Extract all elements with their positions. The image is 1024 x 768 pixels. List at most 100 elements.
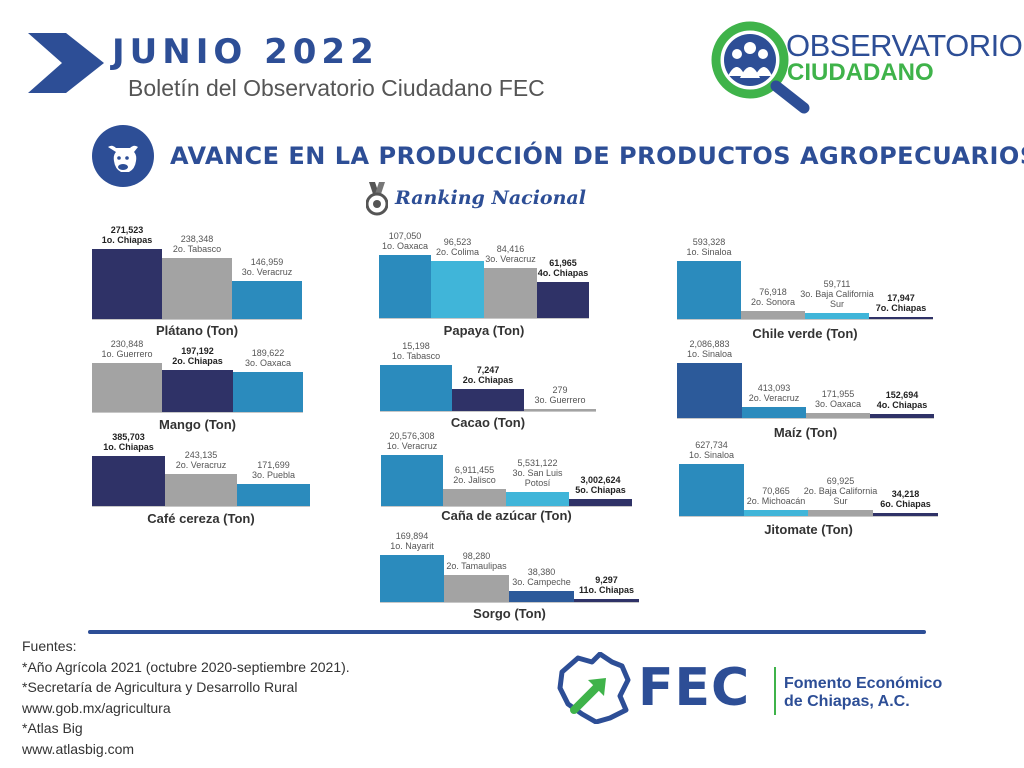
bar — [537, 282, 589, 318]
bar — [569, 499, 632, 506]
category-label: 4o. Chiapas — [537, 268, 589, 278]
category-label: 2o. Baja California Sur — [803, 486, 878, 506]
bar — [741, 311, 805, 319]
data-label: 243,135 — [184, 450, 218, 460]
chart-title: Maíz (Ton) — [773, 425, 838, 440]
bar — [574, 599, 639, 602]
chart-baseline — [92, 319, 302, 320]
bar — [92, 363, 162, 412]
data-label: 20,576,308 — [389, 431, 435, 441]
data-label: 197,192 — [181, 346, 214, 356]
fec-divider — [774, 667, 776, 715]
data-label: 146,959 — [250, 257, 284, 267]
sources-line: *Secretaría de Agricultura y Desarrollo … — [22, 679, 298, 695]
data-label: 70,865 — [762, 486, 790, 496]
chart-baseline — [92, 412, 303, 413]
ranking-subtitle: Ranking Nacional — [395, 187, 586, 209]
fec-name-line2: de Chiapas, A.C. — [784, 693, 910, 710]
bar — [484, 268, 537, 318]
bar — [870, 414, 934, 418]
data-label: 69,925 — [826, 476, 855, 486]
bar — [233, 372, 303, 412]
data-label: 17,947 — [887, 293, 915, 303]
data-label: 59,711 — [823, 279, 851, 289]
category-label: 11o. Chiapas — [578, 585, 635, 595]
bar — [679, 464, 744, 516]
chart-title: Plátano (Ton) — [155, 323, 239, 338]
data-label: 171,955 — [821, 389, 855, 399]
bar — [524, 409, 596, 411]
category-label: 3o. Guerrero — [534, 395, 586, 405]
data-label: 169,894 — [395, 531, 429, 541]
bar — [873, 513, 938, 516]
category-label: 1o. Veracruz — [386, 441, 438, 451]
category-label: 1o. Chiapas — [103, 442, 154, 452]
data-label: 385,703 — [112, 432, 145, 442]
chart-title: Chile verde (Ton) — [752, 326, 858, 341]
data-label: 38,380 — [527, 567, 556, 577]
bar — [443, 489, 506, 506]
category-label: 2o. Tabasco — [172, 244, 222, 254]
chart-title: Mango (Ton) — [158, 417, 237, 432]
chart-baseline — [380, 602, 639, 603]
category-label: 2o. Jalisco — [453, 475, 496, 485]
bar — [162, 370, 233, 412]
chart-title: Cacao (Ton) — [450, 415, 526, 430]
category-label: 6o. Chiapas — [880, 499, 931, 509]
data-label: 171,699 — [257, 460, 290, 470]
category-label: 3o. Oaxaca — [244, 358, 292, 368]
observatory-logo-line2: CIUDADANO — [787, 59, 934, 86]
category-label: 2o. Tamaulipas — [446, 561, 507, 571]
chart-title: Sorgo (Ton) — [473, 606, 546, 621]
chart-baseline — [679, 516, 938, 517]
bar — [808, 510, 873, 516]
data-label: 84,416 — [496, 244, 525, 254]
chart-baseline — [677, 418, 934, 419]
data-label: 3,002,624 — [580, 475, 621, 485]
data-label: 230,848 — [110, 339, 144, 349]
data-label: 34,218 — [891, 489, 920, 499]
data-label: 61,965 — [549, 258, 577, 268]
data-label: 189,622 — [251, 348, 285, 358]
category-label: 1o. Nayarit — [390, 541, 434, 551]
arrow-icon — [28, 33, 104, 93]
chart-title: Jitomate (Ton) — [764, 522, 853, 537]
category-label: 3o. Puebla — [251, 470, 296, 480]
category-label: 3o. San Luis Potosí — [512, 468, 563, 488]
bar — [805, 313, 869, 319]
bar — [677, 261, 741, 319]
bar — [232, 281, 302, 319]
bar — [380, 365, 452, 411]
category-label: 3o. Campeche — [512, 577, 571, 587]
bar — [452, 389, 524, 411]
sources-line: www.gob.mx/agricultura — [22, 699, 171, 716]
category-label: 1o. Sinaloa — [686, 349, 733, 359]
category-label: 2o. Veracruz — [748, 393, 800, 403]
chart-title: Caña de azúcar (Ton) — [441, 508, 572, 523]
bar — [506, 492, 569, 506]
data-label: 413,093 — [757, 383, 791, 393]
bar — [806, 413, 870, 418]
category-label: 2o. Sonora — [750, 297, 796, 307]
category-label: 2o. Chiapas — [462, 375, 514, 385]
bar — [92, 456, 165, 506]
bar — [444, 575, 509, 602]
fec-acronym: FEC — [638, 658, 751, 718]
data-label: 7,247 — [476, 365, 500, 375]
bar — [165, 474, 237, 506]
bar — [742, 407, 806, 418]
cow-icon — [92, 125, 154, 187]
chart-baseline — [380, 411, 596, 412]
bar — [380, 555, 444, 602]
category-label: 2o. Chiapas — [172, 356, 223, 366]
category-label: 5o. Chiapas — [575, 485, 626, 495]
category-label: 3o. Veracruz — [241, 267, 293, 277]
category-label: 1o. Sinaloa — [686, 247, 732, 257]
data-label: 98,280 — [462, 551, 491, 561]
data-label: 279 — [552, 385, 568, 395]
data-label: 6,911,455 — [454, 465, 495, 475]
medal-icon — [366, 182, 388, 216]
chart-baseline — [379, 318, 589, 319]
bar — [237, 484, 310, 506]
category-label: 2o. Michoacán — [746, 496, 806, 506]
